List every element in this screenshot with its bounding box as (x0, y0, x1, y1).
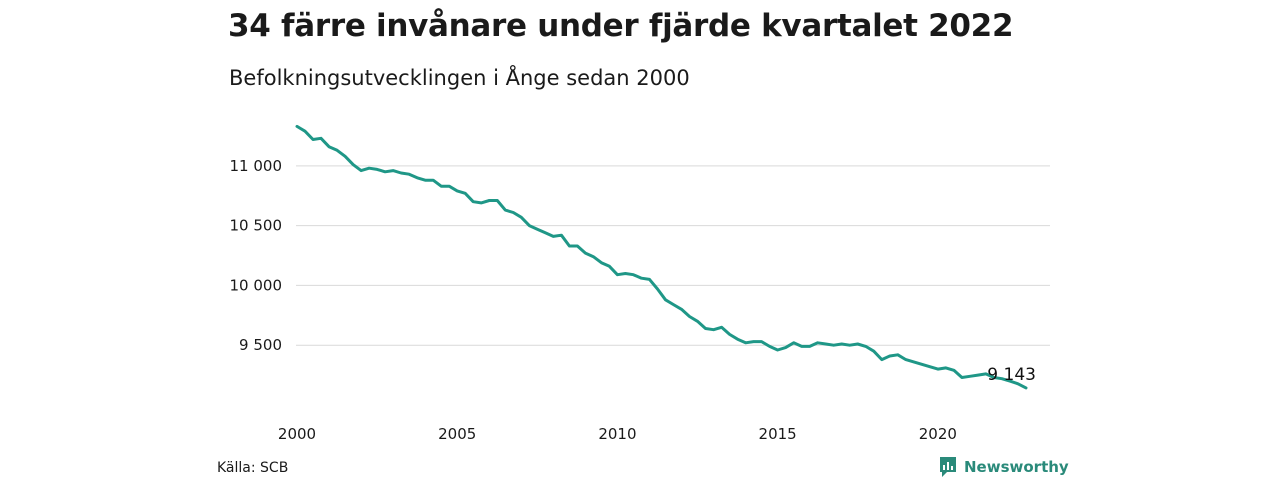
y-tick-label: 9 500 (239, 336, 282, 354)
bar-chart-badge-icon (940, 457, 956, 477)
x-tick-label: 2005 (438, 425, 476, 443)
y-axis-labels: 9 500 10 000 10 500 11 000 (230, 157, 283, 354)
chart-title: 34 färre invånare under fjärde kvartalet… (228, 8, 1014, 44)
line-chart: 9 500 10 000 10 500 11 000 2000 2005 2010 2015… (230, 124, 1050, 443)
brand-logo[interactable]: Newsworthy (938, 456, 1069, 478)
y-tick-label: 11 000 (230, 157, 283, 175)
end-value-label: 9 143 (987, 365, 1036, 385)
x-tick-label: 2010 (598, 425, 636, 443)
x-tick-label: 2015 (759, 425, 797, 443)
y-tick-label: 10 500 (230, 217, 283, 235)
brand-name: Newsworthy (964, 458, 1069, 476)
x-axis-labels: 2000 2005 2010 2015 2020 (278, 425, 957, 443)
series-layer (295, 124, 1028, 390)
series-line (295, 124, 1028, 390)
grid-lines (296, 165, 1050, 346)
chart-subtitle: Befolkningsutvecklingen i Ånge sedan 200… (229, 66, 690, 90)
y-tick-label: 10 000 (230, 276, 283, 294)
x-tick-label: 2000 (278, 425, 316, 443)
x-tick-label: 2020 (919, 425, 957, 443)
source-note: Källa: SCB (217, 460, 289, 476)
annotations: 9 143 (987, 365, 1036, 385)
